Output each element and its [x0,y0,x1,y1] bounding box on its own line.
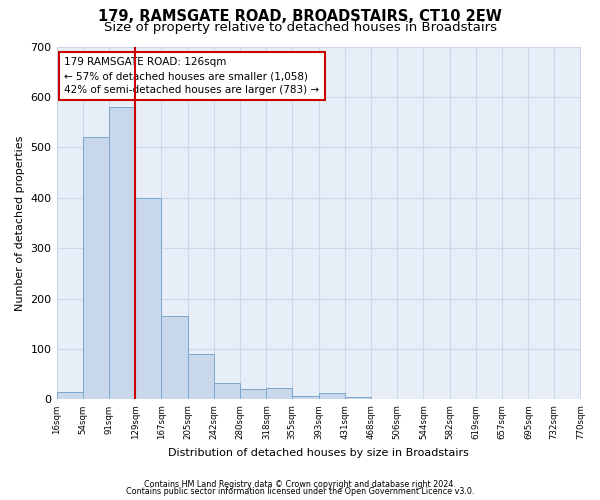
Bar [319,394,345,400]
Text: Contains public sector information licensed under the Open Government Licence v3: Contains public sector information licen… [126,487,474,496]
Text: 179 RAMSGATE ROAD: 126sqm
← 57% of detached houses are smaller (1,058)
42% of se: 179 RAMSGATE ROAD: 126sqm ← 57% of detac… [64,57,320,95]
Bar [371,399,397,400]
Text: Size of property relative to detached houses in Broadstairs: Size of property relative to detached ho… [104,22,497,35]
Bar [292,396,319,400]
Bar [188,354,214,400]
Bar [214,383,240,400]
Bar [345,397,371,400]
Text: 179, RAMSGATE ROAD, BROADSTAIRS, CT10 2EW: 179, RAMSGATE ROAD, BROADSTAIRS, CT10 2E… [98,9,502,24]
Bar [240,390,266,400]
Bar [135,198,161,400]
X-axis label: Distribution of detached houses by size in Broadstairs: Distribution of detached houses by size … [168,448,469,458]
Bar [83,138,109,400]
Text: Contains HM Land Registry data © Crown copyright and database right 2024.: Contains HM Land Registry data © Crown c… [144,480,456,489]
Bar [56,392,83,400]
Bar [109,107,135,400]
Y-axis label: Number of detached properties: Number of detached properties [15,136,25,310]
Bar [266,388,292,400]
Bar [161,316,188,400]
